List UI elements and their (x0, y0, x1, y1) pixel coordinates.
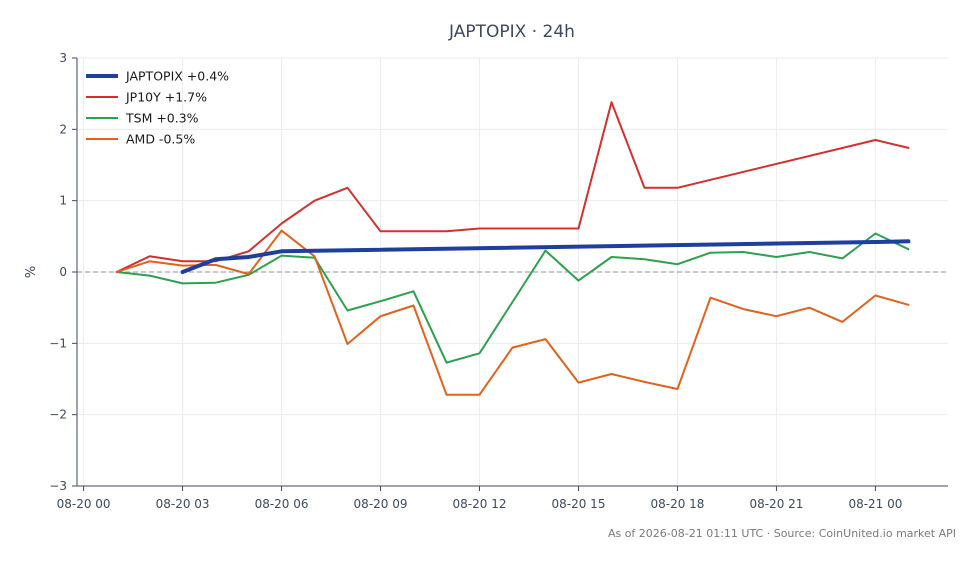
series-lines (115, 101, 911, 396)
y-tick-label: 0 (59, 265, 67, 279)
series-line-amd (115, 229, 910, 396)
y-tick-label: −2 (49, 408, 67, 422)
legend-label-jp10y: JP10Y +1.7% (125, 90, 207, 105)
legend: JAPTOPIX +0.4% JP10Y +1.7% TSM +0.3% AMD -0… (86, 69, 229, 147)
x-tick-label: 08-20 09 (354, 497, 408, 511)
x-tick-label: 08-20 06 (255, 497, 309, 511)
y-axis-ticks: 3 2 1 0 −1 −2 −3 (49, 51, 77, 493)
x-tick-label: 08-20 00 (57, 497, 111, 511)
x-tick-label: 08-21 00 (848, 497, 902, 511)
x-axis-ticks: 08-20 00 08-20 03 08-20 06 08-20 09 08-20 12… (57, 486, 902, 511)
legend-label-tsm: TSM +0.3% (125, 111, 199, 126)
x-tick-label: 08-20 15 (552, 497, 606, 511)
x-tick-label: 08-20 12 (453, 497, 507, 511)
y-tick-label: 3 (59, 51, 67, 65)
series-line-japtopix (180, 239, 911, 274)
y-axis-label: % (24, 266, 39, 278)
legend-label-amd: AMD -0.5% (126, 132, 195, 147)
y-tick-label: −1 (49, 336, 67, 350)
legend-label-japtopix: JAPTOPIX +0.4% (125, 69, 229, 84)
source-footer: As of 2026-08-21 01:11 UTC · Source: Coi… (608, 527, 956, 540)
y-tick-label: 1 (59, 194, 67, 208)
y-tick-label: −3 (49, 479, 67, 493)
x-tick-label: 08-20 03 (156, 497, 210, 511)
chart-title: JAPTOPIX · 24h (448, 22, 575, 42)
x-tick-label: 08-20 21 (749, 497, 803, 511)
x-tick-label: 08-20 18 (650, 497, 704, 511)
y-tick-label: 2 (59, 122, 67, 136)
